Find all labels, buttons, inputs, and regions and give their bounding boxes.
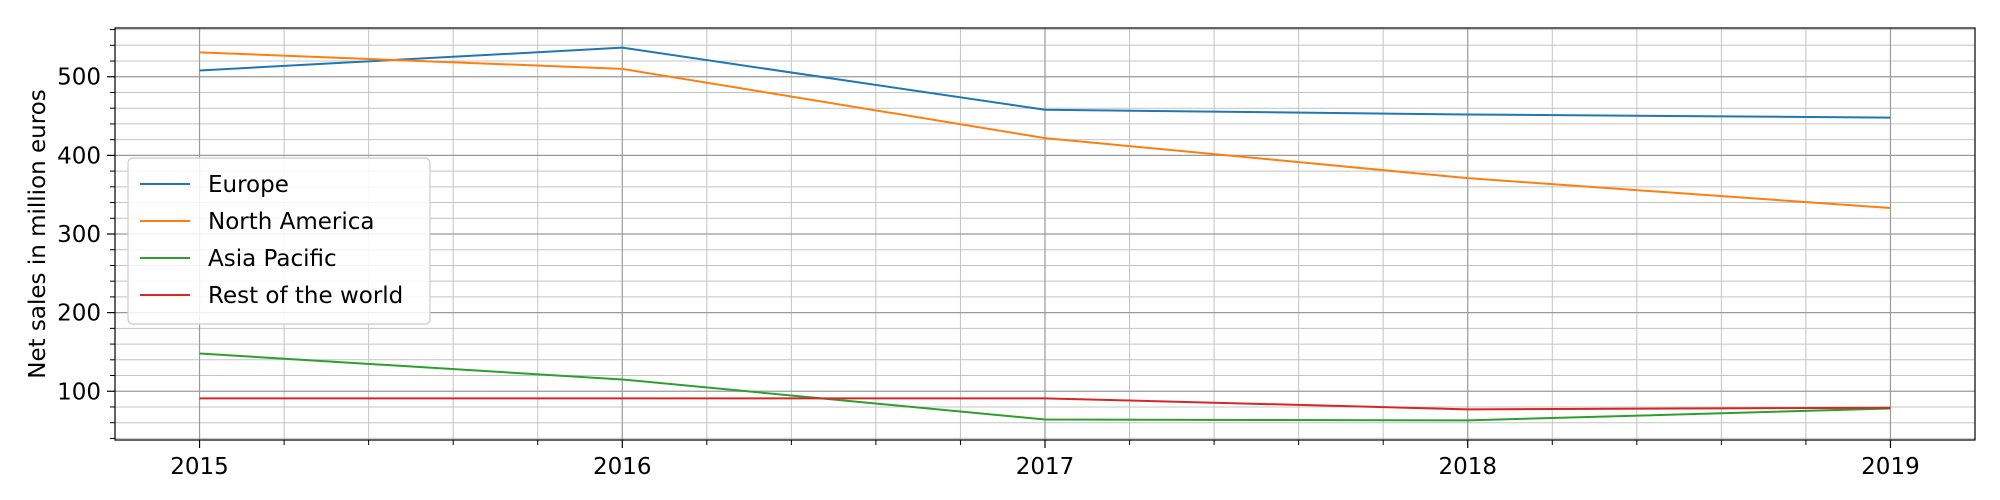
series-line-asia-pacific — [199, 352, 1891, 422]
y-axis-title: Net sales in million euros — [25, 89, 51, 379]
x-tick-label: 2015 — [170, 454, 229, 480]
x-tick-label: 2016 — [593, 454, 652, 480]
legend-label-asia-pacific: Asia Pacific — [208, 246, 337, 272]
series-line-europe — [199, 46, 1891, 119]
y-tick-label: 500 — [57, 65, 101, 91]
legend-label-north-america: North America — [208, 209, 375, 235]
legend: Europe North America Asia Pacific Rest of t… — [127, 157, 431, 325]
series-line-rest-of-the-world — [199, 397, 1891, 411]
y-tick-label: 400 — [57, 143, 101, 169]
y-tick-label: 300 — [57, 222, 101, 248]
legend-box — [127, 157, 431, 325]
y-tick-label: 100 — [57, 379, 101, 405]
x-tick-labels: 2015 2016 2017 2018 2019 — [170, 454, 1919, 480]
x-tick-label: 2018 — [1438, 454, 1497, 480]
y-tick-label: 200 — [57, 301, 101, 327]
x-tick-label: 2017 — [1016, 454, 1075, 480]
y-tick-labels: 100 200 300 400 500 — [57, 65, 101, 406]
series-line-north-america — [199, 51, 1891, 210]
series-lines — [199, 46, 1891, 422]
axis-ticks — [107, 29, 1892, 448]
legend-label-rest-of-the-world: Rest of the world — [208, 283, 403, 309]
legend-label-europe: Europe — [208, 172, 289, 198]
x-tick-label: 2019 — [1861, 454, 1920, 480]
